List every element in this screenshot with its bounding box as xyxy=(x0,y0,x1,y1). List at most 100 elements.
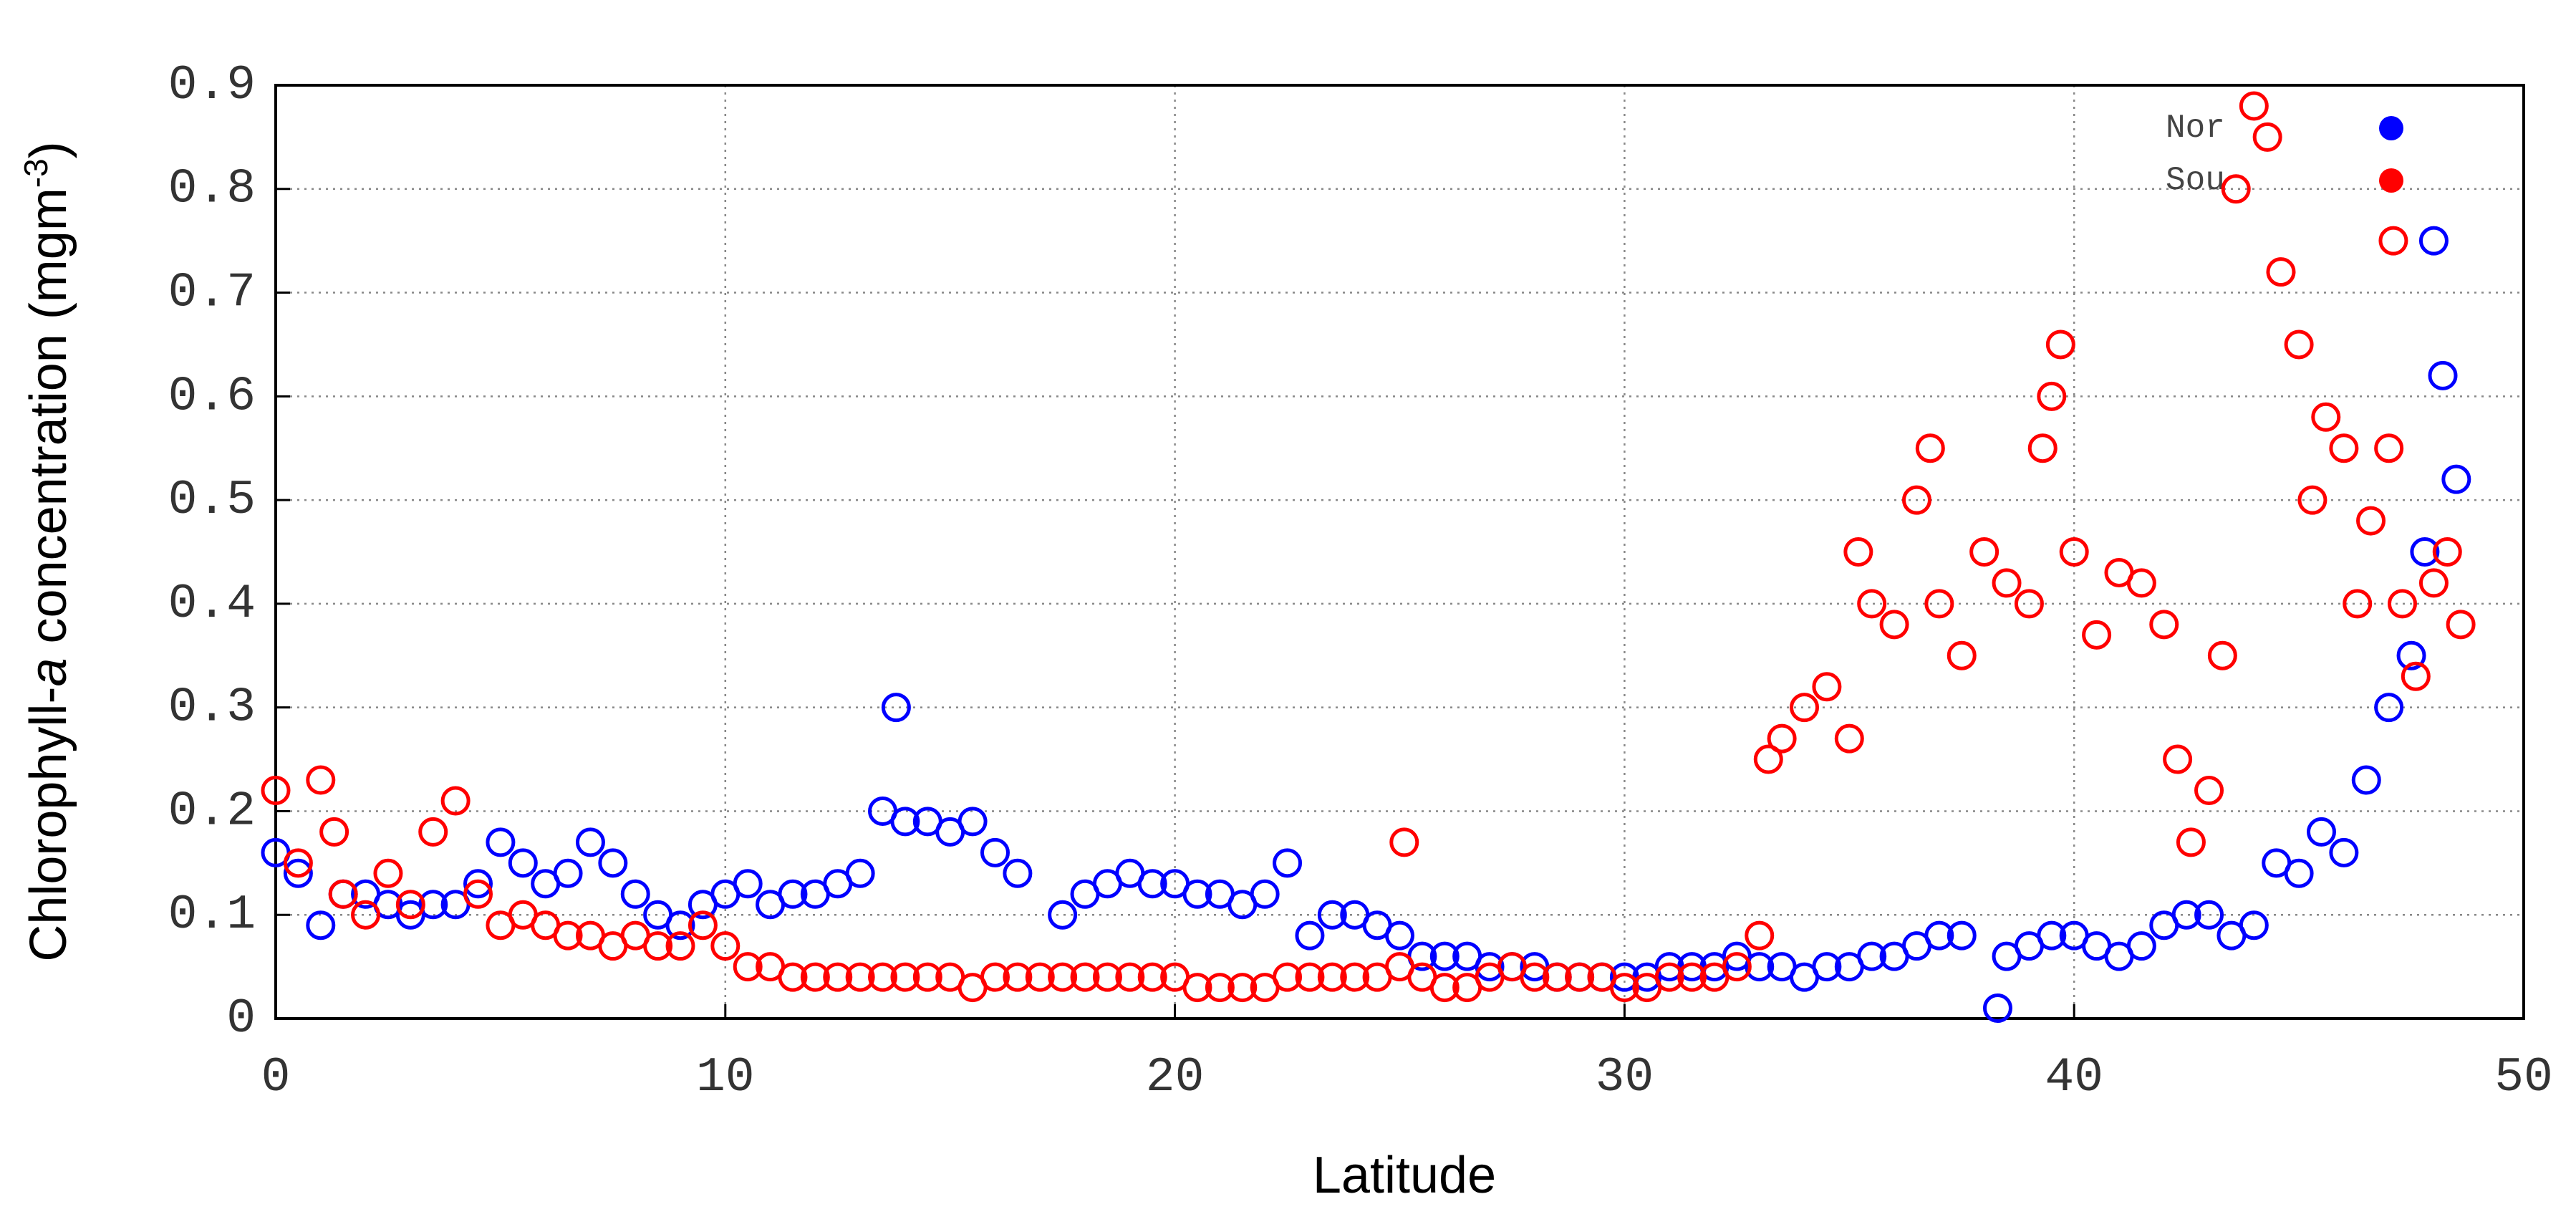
data-point xyxy=(1340,962,1370,992)
data-point xyxy=(2176,827,2206,857)
y-label-part: ) xyxy=(20,141,77,158)
data-point xyxy=(463,869,493,899)
data-point xyxy=(486,827,516,857)
data-point xyxy=(1182,879,1212,909)
data-point xyxy=(1317,962,1347,992)
data-point xyxy=(1115,962,1145,992)
data-point xyxy=(373,858,403,888)
data-point xyxy=(1565,962,1595,992)
data-point xyxy=(1429,973,1460,1003)
data-point xyxy=(261,775,291,805)
data-point xyxy=(1295,920,1325,951)
x-tick-label: 30 xyxy=(1596,1050,1654,1105)
data-point xyxy=(2311,402,2341,432)
data-point xyxy=(1857,589,1887,619)
data-point xyxy=(1677,962,1707,992)
data-point xyxy=(2396,640,2426,670)
data-point xyxy=(2432,537,2462,567)
data-point xyxy=(1812,672,1842,702)
data-point xyxy=(733,869,763,899)
data-point xyxy=(1003,858,1033,888)
data-point xyxy=(890,962,920,992)
y-tick-label: 0.2 xyxy=(168,784,256,839)
data-point xyxy=(620,879,650,909)
legend-label: Nor xyxy=(2166,110,2225,147)
data-point xyxy=(1048,900,1078,930)
data-point xyxy=(2149,610,2179,640)
data-point xyxy=(319,817,349,847)
y-label-part: a xyxy=(20,658,77,686)
data-point xyxy=(823,962,853,992)
data-point xyxy=(1003,962,1033,992)
data-point xyxy=(2045,329,2075,360)
data-point xyxy=(1317,900,1347,930)
data-point xyxy=(2378,226,2408,256)
data-point xyxy=(1745,952,1775,982)
data-point xyxy=(395,890,425,920)
data-point xyxy=(1857,941,1887,971)
data-point xyxy=(1429,941,1460,971)
data-point xyxy=(2374,433,2404,463)
data-point xyxy=(845,858,875,888)
data-point xyxy=(1542,962,1572,992)
data-point xyxy=(688,910,718,940)
data-point xyxy=(1767,723,1797,754)
data-point xyxy=(733,952,763,982)
y-tick-label: 0.4 xyxy=(168,577,256,632)
data-point xyxy=(1924,589,1954,619)
data-point xyxy=(1843,537,1873,567)
data-point xyxy=(575,827,605,857)
data-point xyxy=(1092,962,1122,992)
data-point xyxy=(2418,226,2449,256)
data-point xyxy=(2343,589,2373,619)
data-point xyxy=(2014,589,2044,619)
legend-marker xyxy=(2379,116,2403,140)
data-point xyxy=(1969,537,1999,567)
data-point xyxy=(1137,869,1167,899)
data-point xyxy=(2329,433,2359,463)
data-point xyxy=(1947,920,1977,951)
data-point xyxy=(2351,765,2381,795)
data-point xyxy=(1654,962,1684,992)
data-point xyxy=(1879,610,1909,640)
y-tick-label: 0.7 xyxy=(168,266,256,321)
x-tick-label: 10 xyxy=(696,1050,755,1105)
data-point xyxy=(912,962,942,992)
data-point xyxy=(890,807,920,837)
data-point xyxy=(418,817,448,847)
data-point xyxy=(351,900,381,930)
data-point xyxy=(2221,174,2251,204)
data-point xyxy=(980,837,1010,867)
data-point xyxy=(2126,568,2156,598)
data-point xyxy=(1385,920,1414,951)
data-point xyxy=(1227,973,1258,1003)
data-point xyxy=(1273,848,1303,878)
data-point xyxy=(463,879,493,909)
data-point xyxy=(1812,952,1842,982)
data-point xyxy=(2284,858,2314,888)
data-point xyxy=(553,858,583,888)
data-point xyxy=(1834,723,1864,754)
data-point xyxy=(2428,360,2458,390)
data-point xyxy=(1182,973,1212,1003)
data-point xyxy=(2082,620,2112,650)
y-tick-label: 0.6 xyxy=(168,369,256,424)
data-point xyxy=(881,693,911,723)
data-point xyxy=(2207,640,2237,670)
data-point xyxy=(2027,433,2058,463)
x-tick-label: 20 xyxy=(1146,1050,1205,1105)
data-point xyxy=(1273,962,1303,992)
data-point xyxy=(2441,464,2471,494)
y-tick-label: 0 xyxy=(226,991,256,1046)
data-point xyxy=(2171,900,2201,930)
data-point xyxy=(665,910,695,940)
data-point xyxy=(2387,589,2417,619)
y-axis-label: Chlorophyll-a concentration (mgm-3) xyxy=(17,141,77,961)
data-point xyxy=(800,962,830,992)
x-tick-label: 40 xyxy=(2045,1050,2103,1105)
x-tick-label: 0 xyxy=(261,1050,291,1105)
data-point xyxy=(418,890,448,920)
data-point xyxy=(2239,91,2269,121)
data-point xyxy=(1295,962,1325,992)
